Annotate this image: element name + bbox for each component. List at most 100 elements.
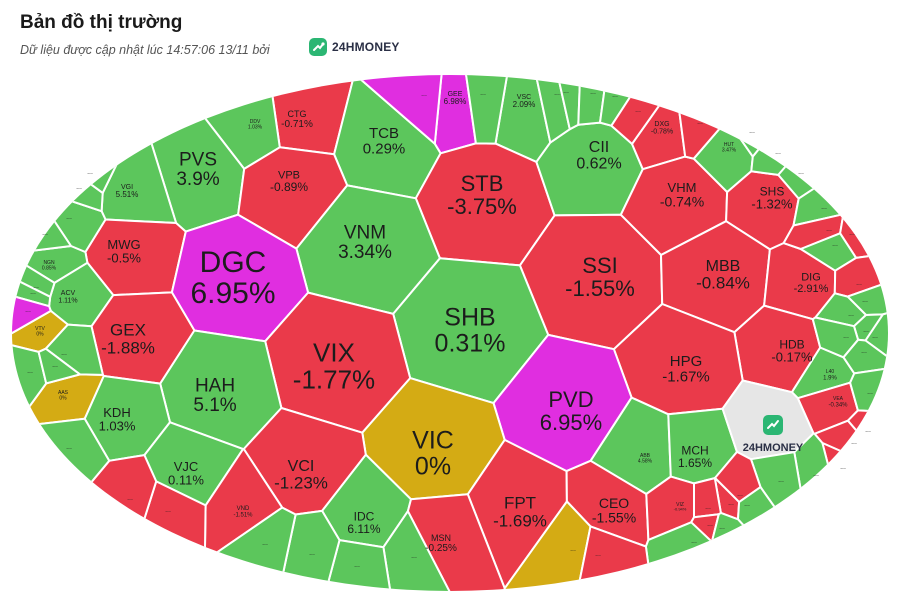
more-label: ... <box>411 553 417 560</box>
stock-change-label: 5.51% <box>116 190 139 199</box>
stock-change-label: -1.67% <box>662 369 710 386</box>
more-label: ... <box>840 464 846 471</box>
stock-code-label: FPT <box>504 494 536 513</box>
small-stock-cell[interactable] <box>821 442 899 593</box>
stock-change-label: 0.11% <box>168 473 204 488</box>
stock-code-label: CII <box>589 139 609 156</box>
stock-change-label: -0.78% <box>651 128 673 135</box>
more-label: ... <box>87 169 93 176</box>
stock-change-label: 4.58% <box>638 459 653 465</box>
small-stock-cell[interactable] <box>849 365 899 414</box>
more-label: ... <box>590 89 596 96</box>
small-stock-cell[interactable] <box>737 486 828 593</box>
stock-code-label: GEX <box>110 321 146 340</box>
more-label: ... <box>66 214 72 221</box>
stock-change-label: -3.75% <box>447 194 517 219</box>
more-label: ... <box>66 444 72 451</box>
more-label: ... <box>861 348 867 355</box>
stock-code-label: ACV <box>61 290 76 297</box>
map-brand-text: 24HMONEY <box>743 442 804 454</box>
stock-change-label: 1.03% <box>99 419 136 434</box>
more-label: ... <box>872 333 878 340</box>
stock-code-label: VIX <box>313 337 355 367</box>
small-stock-cell[interactable] <box>777 70 899 200</box>
stock-code-label: VGI <box>121 184 133 191</box>
stock-change-label: 0% <box>59 396 67 402</box>
more-label: ... <box>76 184 82 191</box>
stock-code-label: TCB <box>369 125 399 142</box>
more-label: ... <box>635 107 641 114</box>
more-label: ... <box>27 368 33 375</box>
more-label: ... <box>309 550 315 557</box>
more-label: ... <box>595 551 601 558</box>
stock-change-label: -0.89% <box>270 180 308 194</box>
small-stock-cell[interactable] <box>277 509 341 593</box>
brand-logo[interactable]: 24HMONEY <box>308 37 400 57</box>
small-stock-cell[interactable] <box>352 70 443 145</box>
more-label: ... <box>421 91 427 98</box>
small-stock-cell[interactable] <box>37 347 81 385</box>
more-label: ... <box>52 362 58 369</box>
more-label: ... <box>744 501 750 508</box>
more-label: ... <box>856 280 862 287</box>
stock-code-label: AAS <box>58 390 69 396</box>
more-label: ... <box>775 149 781 156</box>
stock-code-label: VIC <box>412 427 454 455</box>
more-label: ... <box>33 283 39 290</box>
stock-change-label: 2.09% <box>513 100 536 109</box>
stock-change-label: 1.11% <box>58 297 77 304</box>
stock-change-label: -1.51% <box>233 512 253 518</box>
small-stock-cell[interactable] <box>839 153 899 259</box>
more-label: ... <box>851 439 857 446</box>
stock-code-label: HAH <box>195 375 235 396</box>
small-stock-cell[interactable] <box>0 116 104 213</box>
stock-code-label: ABB <box>640 453 651 459</box>
small-stock-cell[interactable] <box>0 454 158 593</box>
small-stock-cell[interactable] <box>792 131 899 227</box>
stock-change-label: -1.69% <box>493 511 547 530</box>
more-label: ... <box>570 546 576 553</box>
stock-code-label: NGN <box>43 260 55 266</box>
stock-code-label: KDH <box>103 405 130 420</box>
stock-code-label: VNM <box>344 222 386 243</box>
stock-code-label: VJC <box>174 459 199 474</box>
stock-change-label: 6.95% <box>190 277 275 310</box>
small-stock-cell[interactable] <box>710 511 807 593</box>
stock-change-label: 1.03% <box>248 125 263 131</box>
stock-change-label: 0% <box>415 453 451 481</box>
more-label: ... <box>30 289 36 296</box>
small-stock-cell[interactable] <box>0 163 72 255</box>
stock-code-label: STB <box>461 171 504 196</box>
stock-change-label: 0.62% <box>576 155 621 172</box>
more-label: ... <box>707 521 713 528</box>
stock-change-label: -0.84% <box>696 273 750 292</box>
stock-code-label: DDV <box>250 119 261 125</box>
stock-code-label: VEA <box>833 396 844 402</box>
stock-code-label: HPG <box>670 353 703 370</box>
more-label: ... <box>480 90 486 97</box>
more-label: ... <box>42 230 48 237</box>
stock-code-label: DIG <box>801 271 821 283</box>
stock-change-label: -0.94% <box>674 507 687 512</box>
more-label: ... <box>863 327 869 334</box>
stock-change-label: -1.88% <box>101 338 155 357</box>
stock-code-label: VPB <box>278 169 300 181</box>
more-label: ... <box>354 562 360 569</box>
stock-change-label: 0.29% <box>363 141 406 158</box>
stock-code-label: GEE <box>448 91 463 98</box>
stock-code-label: HDB <box>779 337 804 351</box>
stock-code-label: VTV <box>35 326 45 332</box>
small-stock-cell[interactable] <box>464 70 509 145</box>
stock-code-label: DXG <box>654 121 669 128</box>
stock-code-label: PVD <box>548 387 593 412</box>
small-stock-cell[interactable] <box>0 417 111 592</box>
map-brand-arrow <box>767 420 779 429</box>
stock-change-label: -0.74% <box>660 194 704 210</box>
more-label: ... <box>867 389 873 396</box>
more-label: ... <box>749 128 755 135</box>
more-label: ... <box>25 307 31 314</box>
stock-change-label: -2.91% <box>794 283 829 295</box>
small-stock-cell[interactable] <box>750 70 871 176</box>
stock-code-label: MCH <box>681 443 708 457</box>
